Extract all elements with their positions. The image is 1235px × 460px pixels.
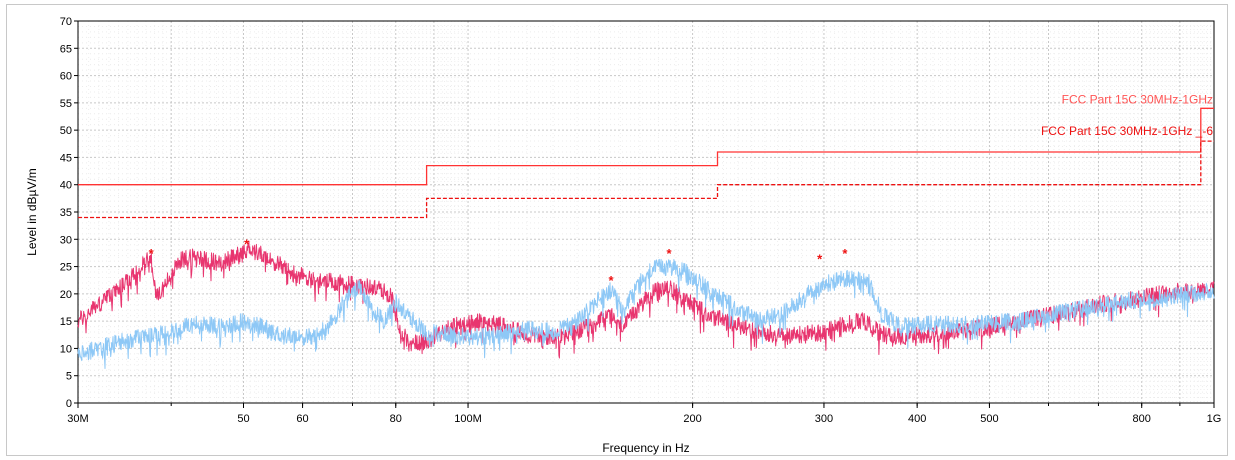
peak-marker: * (817, 251, 823, 266)
y-tick-label: 5 (66, 371, 72, 383)
x-tick-label: 100M (454, 413, 482, 425)
y-tick-label: 70 (60, 16, 72, 28)
axis-layer: 0 5 10 15 20 25 30 35 40 45 50 55 60 65 70 30M 50 60 80 100… (60, 16, 1222, 425)
y-tick-label: 0 (66, 398, 72, 410)
y-tick-label: 65 (60, 43, 72, 55)
limit-line-1 (78, 107, 1214, 186)
x-tick-label: 30M (67, 413, 88, 425)
y-tick-label: 20 (60, 289, 72, 301)
peak-layer: * * * * * * (149, 237, 849, 289)
y-tick-label: 50 (60, 125, 72, 137)
y-tick-label: 55 (60, 98, 72, 110)
y-tick-label: 60 (60, 71, 72, 83)
label-layer: FCC Part 15C 30MHz-1GHz FCC Part 15C 30MH… (1041, 92, 1213, 138)
y-tick-label: 15 (60, 316, 72, 328)
x-tick-label: 1G (1207, 413, 1222, 425)
y-tick-label: 40 (60, 180, 72, 192)
y-tick-label: 45 (60, 152, 72, 164)
limit-line-label-2: FCC Part 15C 30MHz-1GHz _-6 (1041, 124, 1213, 138)
peak-marker: * (667, 246, 673, 261)
peak-marker: * (609, 273, 615, 288)
y-tick-label: 30 (60, 234, 72, 246)
x-tick-label: 300 (815, 413, 833, 425)
x-tick-label: 60 (296, 413, 308, 425)
peak-marker: * (842, 246, 848, 261)
x-tick-label: 400 (908, 413, 926, 425)
series-layer (77, 240, 1215, 369)
peak-marker: * (149, 246, 155, 261)
x-tick-label: 800 (1133, 413, 1151, 425)
y-axis-title: Level in dBµV/m (25, 168, 39, 256)
x-tick-label: 500 (980, 413, 998, 425)
peak-marker: * (244, 237, 250, 252)
x-axis-title: Frequency in Hz (602, 441, 689, 455)
grid-layer (77, 20, 1215, 404)
y-tick-label: 25 (60, 262, 72, 274)
x-tick-label: 200 (683, 413, 701, 425)
limit-line-2 (78, 140, 1214, 219)
y-tick-label: 10 (60, 343, 72, 355)
limit-layer (78, 107, 1214, 219)
series-1-trace (77, 240, 1215, 359)
x-tick-label: 50 (237, 413, 249, 425)
y-tick-label: 35 (60, 207, 72, 219)
x-tick-label: 80 (390, 413, 402, 425)
series-2-trace (77, 258, 1215, 369)
limit-line-label-1: FCC Part 15C 30MHz-1GHz (1062, 92, 1213, 106)
